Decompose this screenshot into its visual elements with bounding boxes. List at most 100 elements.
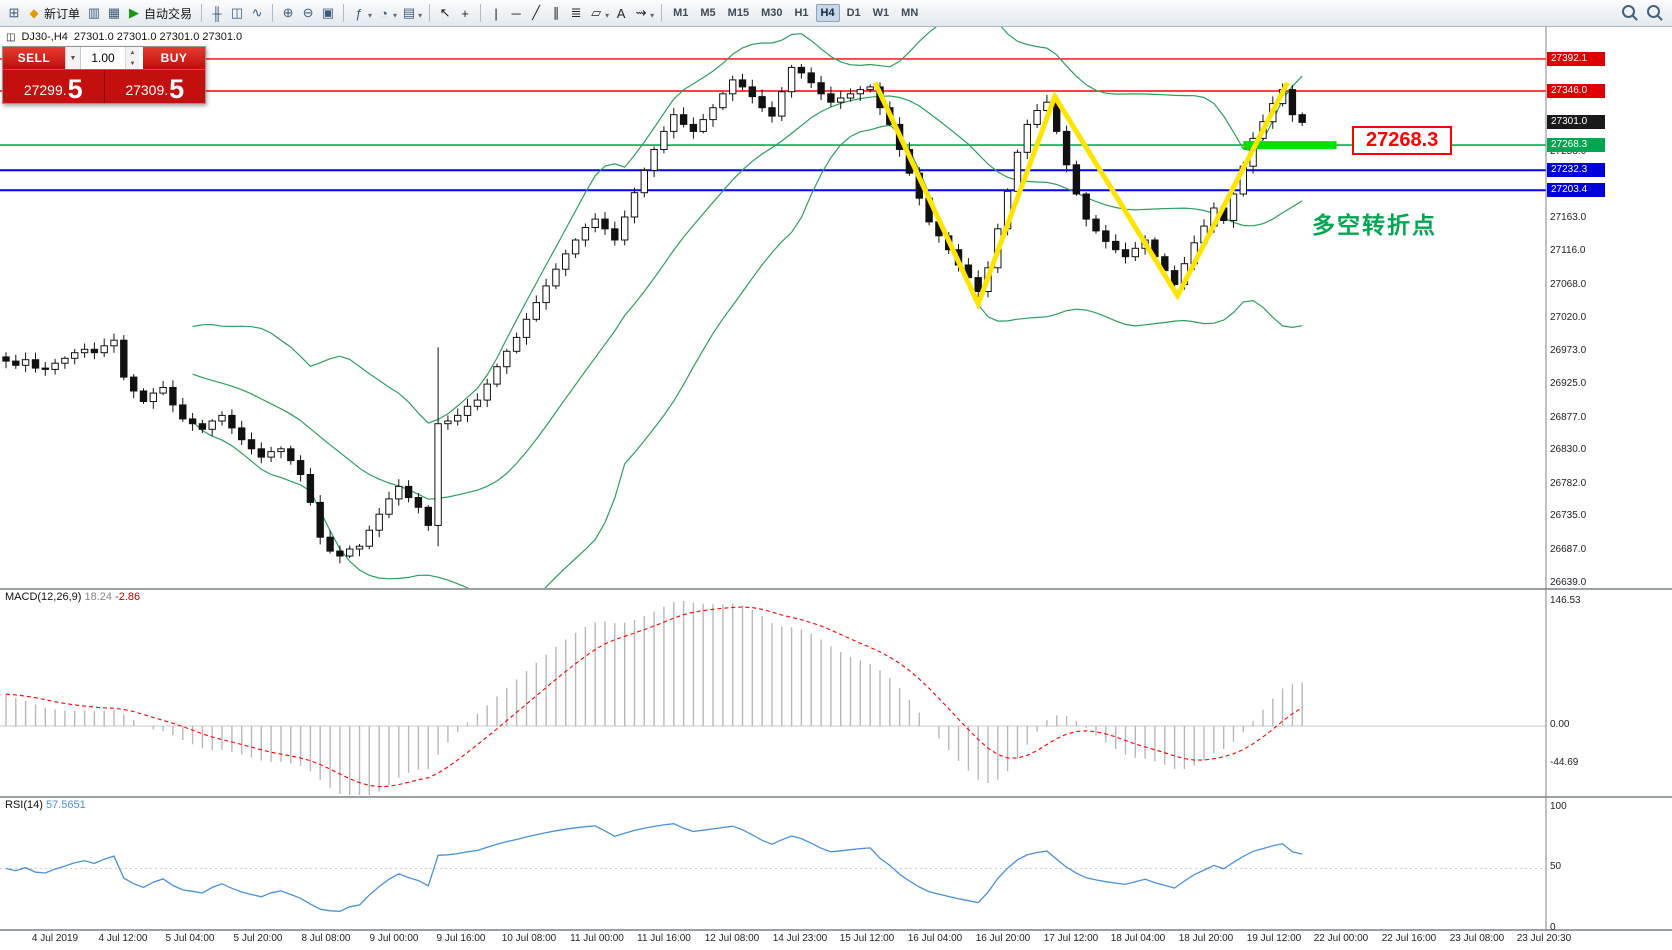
- bar-chart-icon[interactable]: ╫: [212, 5, 222, 21]
- timeframe-button-m15[interactable]: M15: [727, 7, 750, 19]
- time-axis-label: 12 Jul 08:00: [704, 933, 760, 944]
- volume-up-button[interactable]: ▲: [126, 47, 139, 58]
- indicators-icon[interactable]: ƒ: [355, 5, 363, 21]
- time-axis-label: 9 Jul 00:00: [369, 933, 419, 944]
- price-axis-label: 27116.0: [1550, 245, 1586, 256]
- toolbar-separator: [661, 4, 663, 22]
- chevron-down-icon[interactable]: ▾: [605, 10, 610, 20]
- crosshair-icon[interactable]: +: [461, 5, 469, 21]
- chevron-down-icon[interactable]: ▾: [393, 10, 398, 20]
- chart-icon: ◫: [6, 31, 16, 43]
- templates-icon[interactable]: ▤: [402, 5, 416, 20]
- trendline-icon[interactable]: ╱: [532, 5, 540, 20]
- timeframe-button-mn[interactable]: MN: [901, 7, 919, 19]
- timeframe-button-m5[interactable]: M5: [700, 7, 716, 19]
- zoom-icon[interactable]: [1647, 5, 1660, 18]
- price-axis-label: 26735.0: [1550, 510, 1587, 521]
- time-axis-label: 10 Jul 08:00: [501, 933, 557, 944]
- price-tag: 27346.0: [1547, 84, 1605, 98]
- new-chart-icon[interactable]: ⊞: [8, 5, 20, 20]
- new-order-icon[interactable]: ◆: [29, 6, 39, 20]
- time-axis[interactable]: 4 Jul 2019 4 Jul 12:00 5 Jul 04:00 5 Jul 20…: [0, 930, 1672, 950]
- tile-windows-icon[interactable]: ▣: [321, 5, 335, 20]
- price-axis-label: 26782.0: [1550, 478, 1587, 489]
- time-axis-label: 5 Jul 20:00: [233, 933, 283, 944]
- timeframe-button-h1[interactable]: H1: [794, 7, 809, 19]
- price-axis-label: 26639.0: [1550, 577, 1587, 588]
- time-axis-label: 22 Jul 16:00: [1381, 933, 1437, 944]
- auto-trading-icon[interactable]: ▶: [129, 5, 140, 20]
- sell-button[interactable]: SELL: [3, 47, 65, 69]
- text-icon[interactable]: A: [616, 5, 626, 21]
- zoom-in-icon[interactable]: ⊕: [282, 5, 294, 20]
- volume-input[interactable]: [81, 47, 125, 69]
- zigzag-drawing[interactable]: [872, 81, 1290, 311]
- auto-trading-label[interactable]: 自动交易: [144, 6, 193, 21]
- volume-down-button[interactable]: ▼: [126, 58, 139, 69]
- price-tag: 27301.0: [1547, 115, 1605, 129]
- price-axis-label: 26925.0: [1550, 378, 1587, 389]
- rsi-axis-label: 0: [1550, 922, 1556, 933]
- price-tag: 27232.3: [1547, 163, 1605, 177]
- chart-profiles-icon[interactable]: ▥: [87, 5, 101, 20]
- chevron-down-icon[interactable]: ▾: [418, 10, 423, 20]
- rsi-axis-label: 100: [1550, 801, 1567, 812]
- toolbar: ⊞ ◆ 新订单 ▥ ▦ ▶ 自动交易 ╫ ◫ ∿ ⊕ ⊖ ▣ ƒ ▾ ◔ ▾ ▤ ▾ ↖ + | ─ ╱ ∥ ≣ ▱ ▾ A ⇝ ▾ M1 M…: [0, 0, 1672, 27]
- new-order-label[interactable]: 新订单: [44, 6, 81, 21]
- shapes-icon[interactable]: ▱: [591, 5, 602, 20]
- periods-icon[interactable]: ◔: [380, 5, 388, 21]
- price-callout-box[interactable]: 27268.3: [1352, 126, 1453, 155]
- fibonacci-icon[interactable]: ≣: [570, 5, 582, 20]
- cursor-icon[interactable]: ↖: [439, 5, 451, 20]
- sell-price[interactable]: 27299. 5: [3, 70, 105, 103]
- arrows-icon[interactable]: ⇝: [635, 5, 647, 20]
- macd-axis-label: 0.00: [1550, 719, 1570, 730]
- rsi-axis-label: 50: [1550, 861, 1562, 872]
- channel-icon[interactable]: ∥: [552, 5, 560, 20]
- search-icon[interactable]: [1622, 5, 1635, 18]
- timeframe-button-m1[interactable]: M1: [673, 7, 689, 19]
- time-axis-label: 18 Jul 20:00: [1178, 933, 1234, 944]
- price-axis-label: 27163.0: [1550, 212, 1587, 223]
- price-axis-label: 27068.0: [1550, 279, 1587, 290]
- time-axis-label: 4 Jul 2019: [31, 933, 79, 944]
- zoom-out-icon[interactable]: ⊖: [302, 5, 314, 20]
- toolbar-separator: [429, 4, 431, 22]
- time-axis-label: 4 Jul 12:00: [98, 933, 148, 944]
- toolbar-separator: [272, 4, 274, 22]
- chevron-down-icon[interactable]: ▾: [650, 10, 655, 20]
- price-chart[interactable]: [0, 27, 1672, 950]
- timeframe-button-h4[interactable]: H4: [815, 4, 840, 22]
- volume-dropdown[interactable]: ▼: [65, 47, 81, 69]
- macd-axis-label: -44.69: [1550, 757, 1579, 768]
- time-axis-label: 16 Jul 20:00: [975, 933, 1031, 944]
- timeframe-button-w1[interactable]: W1: [872, 7, 890, 19]
- line-chart-icon[interactable]: ∿: [251, 5, 263, 20]
- horizontal-line-icon[interactable]: ─: [511, 5, 521, 21]
- time-axis-label: 15 Jul 12:00: [839, 933, 895, 944]
- buy-button[interactable]: BUY: [143, 47, 205, 69]
- toolbar-separator: [201, 4, 203, 22]
- price-axis-label: 27020.0: [1550, 312, 1587, 323]
- data-window-icon[interactable]: ▦: [107, 5, 121, 20]
- symbol-period: DJ30-,H4: [21, 31, 68, 43]
- macd-label: MACD(12,26,9) 18.24 -2.86: [5, 591, 141, 603]
- rsi-label: RSI(14) 57.5651: [5, 799, 86, 811]
- timeframe-button-d1[interactable]: D1: [846, 7, 861, 19]
- price-axis-label: 26877.0: [1550, 412, 1587, 423]
- macd-axis-label: 146.53: [1550, 595, 1581, 606]
- candlestick-chart-icon[interactable]: ◫: [230, 5, 244, 20]
- price-tag: 27392.1: [1547, 52, 1605, 66]
- time-axis-label: 18 Jul 04:00: [1110, 933, 1166, 944]
- chevron-down-icon: ▼: [69, 54, 77, 62]
- buy-price[interactable]: 27309. 5: [104, 70, 205, 103]
- timeframe-button-m30[interactable]: M30: [761, 7, 783, 19]
- toolbar-separator: [343, 4, 345, 22]
- time-axis-label: 14 Jul 23:00: [772, 933, 828, 944]
- price-axis-label: 26830.0: [1550, 444, 1587, 455]
- chevron-down-icon[interactable]: ▾: [368, 10, 373, 20]
- vertical-line-icon[interactable]: |: [494, 5, 498, 21]
- pivot-text[interactable]: 多空转折点: [1312, 212, 1437, 238]
- time-axis-label: 23 Jul 08:00: [1449, 933, 1505, 944]
